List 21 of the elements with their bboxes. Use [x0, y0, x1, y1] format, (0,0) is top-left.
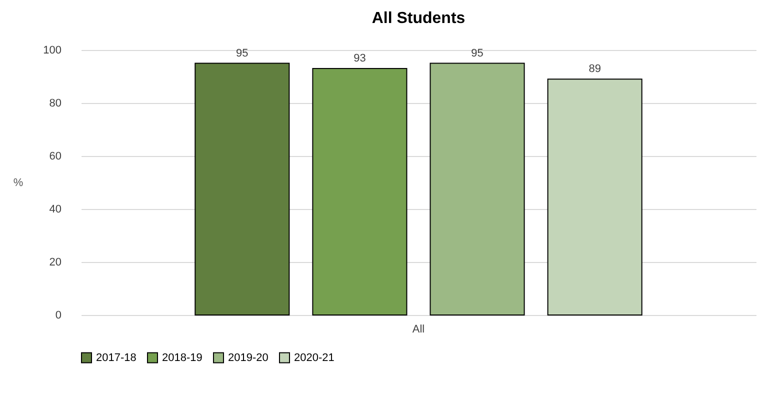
bar	[547, 78, 642, 316]
legend-label: 2018-19	[162, 352, 202, 364]
bar	[194, 62, 290, 316]
data-label: 89	[588, 63, 601, 76]
bar	[312, 68, 408, 316]
legend-label: 2017-18	[96, 352, 136, 364]
chart-title: All Students	[372, 10, 466, 27]
x-tick-label: All	[412, 324, 425, 336]
y-axis-title: %	[13, 177, 24, 189]
y-tick-label: 100	[43, 44, 62, 56]
y-tick-label: 0	[55, 310, 62, 322]
data-label: 95	[471, 47, 484, 60]
data-label: 93	[354, 52, 366, 65]
y-tick-label: 80	[49, 98, 62, 110]
data-label: 95	[236, 47, 248, 60]
bar	[430, 62, 525, 316]
y-tick-label: 20	[49, 256, 62, 268]
y-tick-label: 40	[49, 204, 62, 216]
y-tick-label: 60	[49, 150, 62, 162]
legend-label: 2020-21	[294, 352, 334, 364]
legend-label: 2019-20	[228, 352, 268, 364]
